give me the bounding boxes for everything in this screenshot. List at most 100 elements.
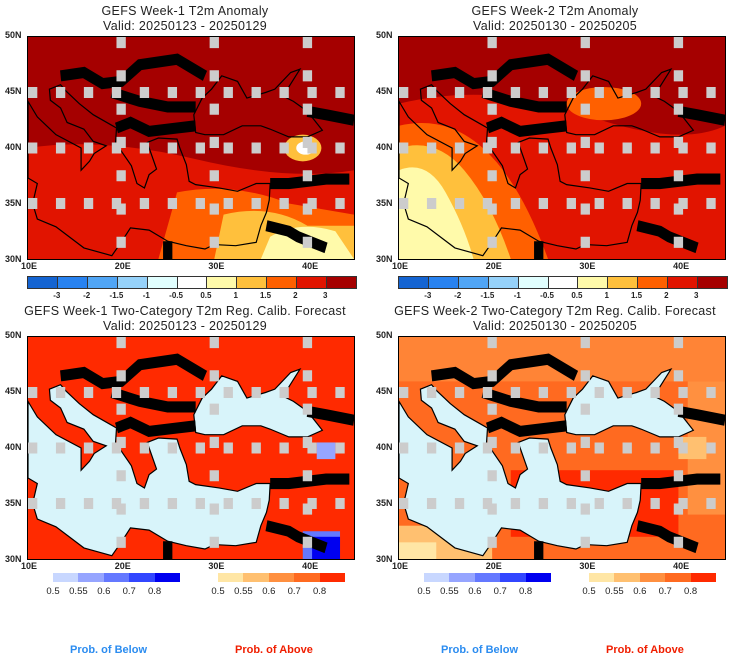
map-panel [398,336,726,560]
colorbar-swatch [319,573,346,582]
colorbar-swatch [698,277,727,288]
colorbar-label: 0.6 [468,586,482,597]
prob-above-colorbar [218,573,346,582]
lon-label: 40E [302,561,319,571]
panel-title-text: GEFS Week-1 T2m Anomaly [101,4,269,18]
colorbar-swatch [267,277,298,288]
colorbar-swatch [548,277,579,288]
colorbar-swatch [117,277,148,288]
lat-label: 50N [5,30,22,40]
prob-above-colorbar [589,573,717,582]
colorbar-swatch [129,573,155,582]
lat-label: 50N [5,330,22,340]
lat-label: 50N [376,330,393,340]
colorbar-label: 0.55 [69,586,88,597]
colorbar-label: 0.8 [312,586,327,597]
colorbar-swatch [78,573,104,582]
colorbar-swatch [294,573,320,582]
colorbar-swatch [154,573,181,582]
lon-label: 20E [485,561,502,571]
colorbar-swatch [268,573,295,582]
prob-below-caption: Prob. of Below [70,644,147,656]
lat-label: 30N [376,554,393,564]
lat-label: 35N [376,498,393,508]
colorbar-label: 0.5 [571,291,583,300]
colorbar-swatch [57,277,88,288]
lat-label: 35N [5,198,22,208]
valid-dates: Valid: 20250130 - 20250205 [473,19,637,33]
panel-title: GEFS Week-2 T2m Anomaly Valid: 20250130 -… [370,4,740,34]
panel-title-text: GEFS Week-1 Two-Category T2m Reg. Calib.… [24,304,346,318]
colorbar-swatch [614,573,640,582]
map-panel [27,336,355,560]
lat-label: 30N [376,254,393,264]
lat-label: 35N [376,198,393,208]
panel-title: GEFS Week-1 T2m Anomaly Valid: 20250123 -… [0,4,370,34]
lat-label: 40N [5,442,22,452]
colorbar-label: 0.55 [440,586,459,597]
colorbar-label: 0.8 [683,586,698,597]
colorbar-swatch [474,573,501,582]
colorbar-label: 0.8 [518,586,533,597]
anomaly-colorbar [398,276,728,289]
lon-label: 20E [485,261,502,271]
colorbar-label: 0.7 [287,586,301,597]
colorbar-swatch [237,277,268,288]
colorbar-swatch [525,573,552,582]
panel-title-text: GEFS Week-2 Two-Category T2m Reg. Calib.… [394,304,716,318]
lon-label: 40E [302,261,319,271]
colorbar-label: -1 [142,291,150,300]
lat-label: 30N [5,254,22,264]
lat-label: 40N [376,442,393,452]
colorbar-swatch [207,277,238,288]
colorbar-label: 0.5 [417,586,431,597]
panel-title: GEFS Week-1 Two-Category T2m Reg. Calib.… [0,304,370,334]
colorbar-label: -1.5 [109,291,124,300]
colorbar-label: 0.8 [147,586,162,597]
lon-label: 10E [392,261,409,271]
colorbar-label: 0.55 [234,586,253,597]
colorbar-swatch [424,573,450,582]
colorbar-swatch [608,277,639,288]
colorbar-swatch [28,277,58,288]
lat-label: 45N [5,86,22,96]
valid-dates: Valid: 20250123 - 20250129 [103,19,267,33]
colorbar-label: 0.6 [633,586,647,597]
map-panel [27,36,355,260]
colorbar-swatch [578,277,609,288]
colorbar-label: 0.5 [582,586,596,597]
colorbar-swatch [500,573,526,582]
colorbar-label: 0.55 [605,586,624,597]
prob-above-caption: Prob. of Above [606,644,684,656]
colorbar-swatch [218,573,244,582]
lat-label: 35N [5,498,22,508]
colorbar-label: 3 [693,291,699,300]
prob-below-colorbar [424,573,552,582]
colorbar-swatch [639,573,666,582]
colorbar-label: -2 [83,291,91,300]
lon-label: 30E [579,561,596,571]
panel-title-text: GEFS Week-2 T2m Anomaly [471,4,639,18]
colorbar-swatch [518,277,549,288]
colorbar-label: -2 [454,291,462,300]
colorbar-label: 2 [293,291,298,300]
colorbar-label: -1.5 [480,291,495,300]
lat-label: 45N [376,86,393,96]
colorbar-label: 0.5 [211,586,225,597]
panel-title: GEFS Week-2 Two-Category T2m Reg. Calib.… [370,304,740,334]
colorbar-label: 3 [322,291,328,300]
colorbar-label: 1.5 [259,291,272,300]
prob-below-colorbar [53,573,181,582]
colorbar-swatch [665,573,691,582]
map-panel [398,36,726,260]
colorbar-swatch [177,277,208,288]
lon-label: 10E [21,261,38,271]
colorbar-label: 0.7 [122,586,136,597]
colorbar-label: -3 [53,291,61,300]
colorbar-swatch [458,277,489,288]
colorbar-swatch [297,277,328,288]
colorbar-label: 1 [233,291,238,300]
lon-label: 10E [392,561,409,571]
colorbar-swatch [147,277,178,288]
colorbar-swatch [638,277,669,288]
